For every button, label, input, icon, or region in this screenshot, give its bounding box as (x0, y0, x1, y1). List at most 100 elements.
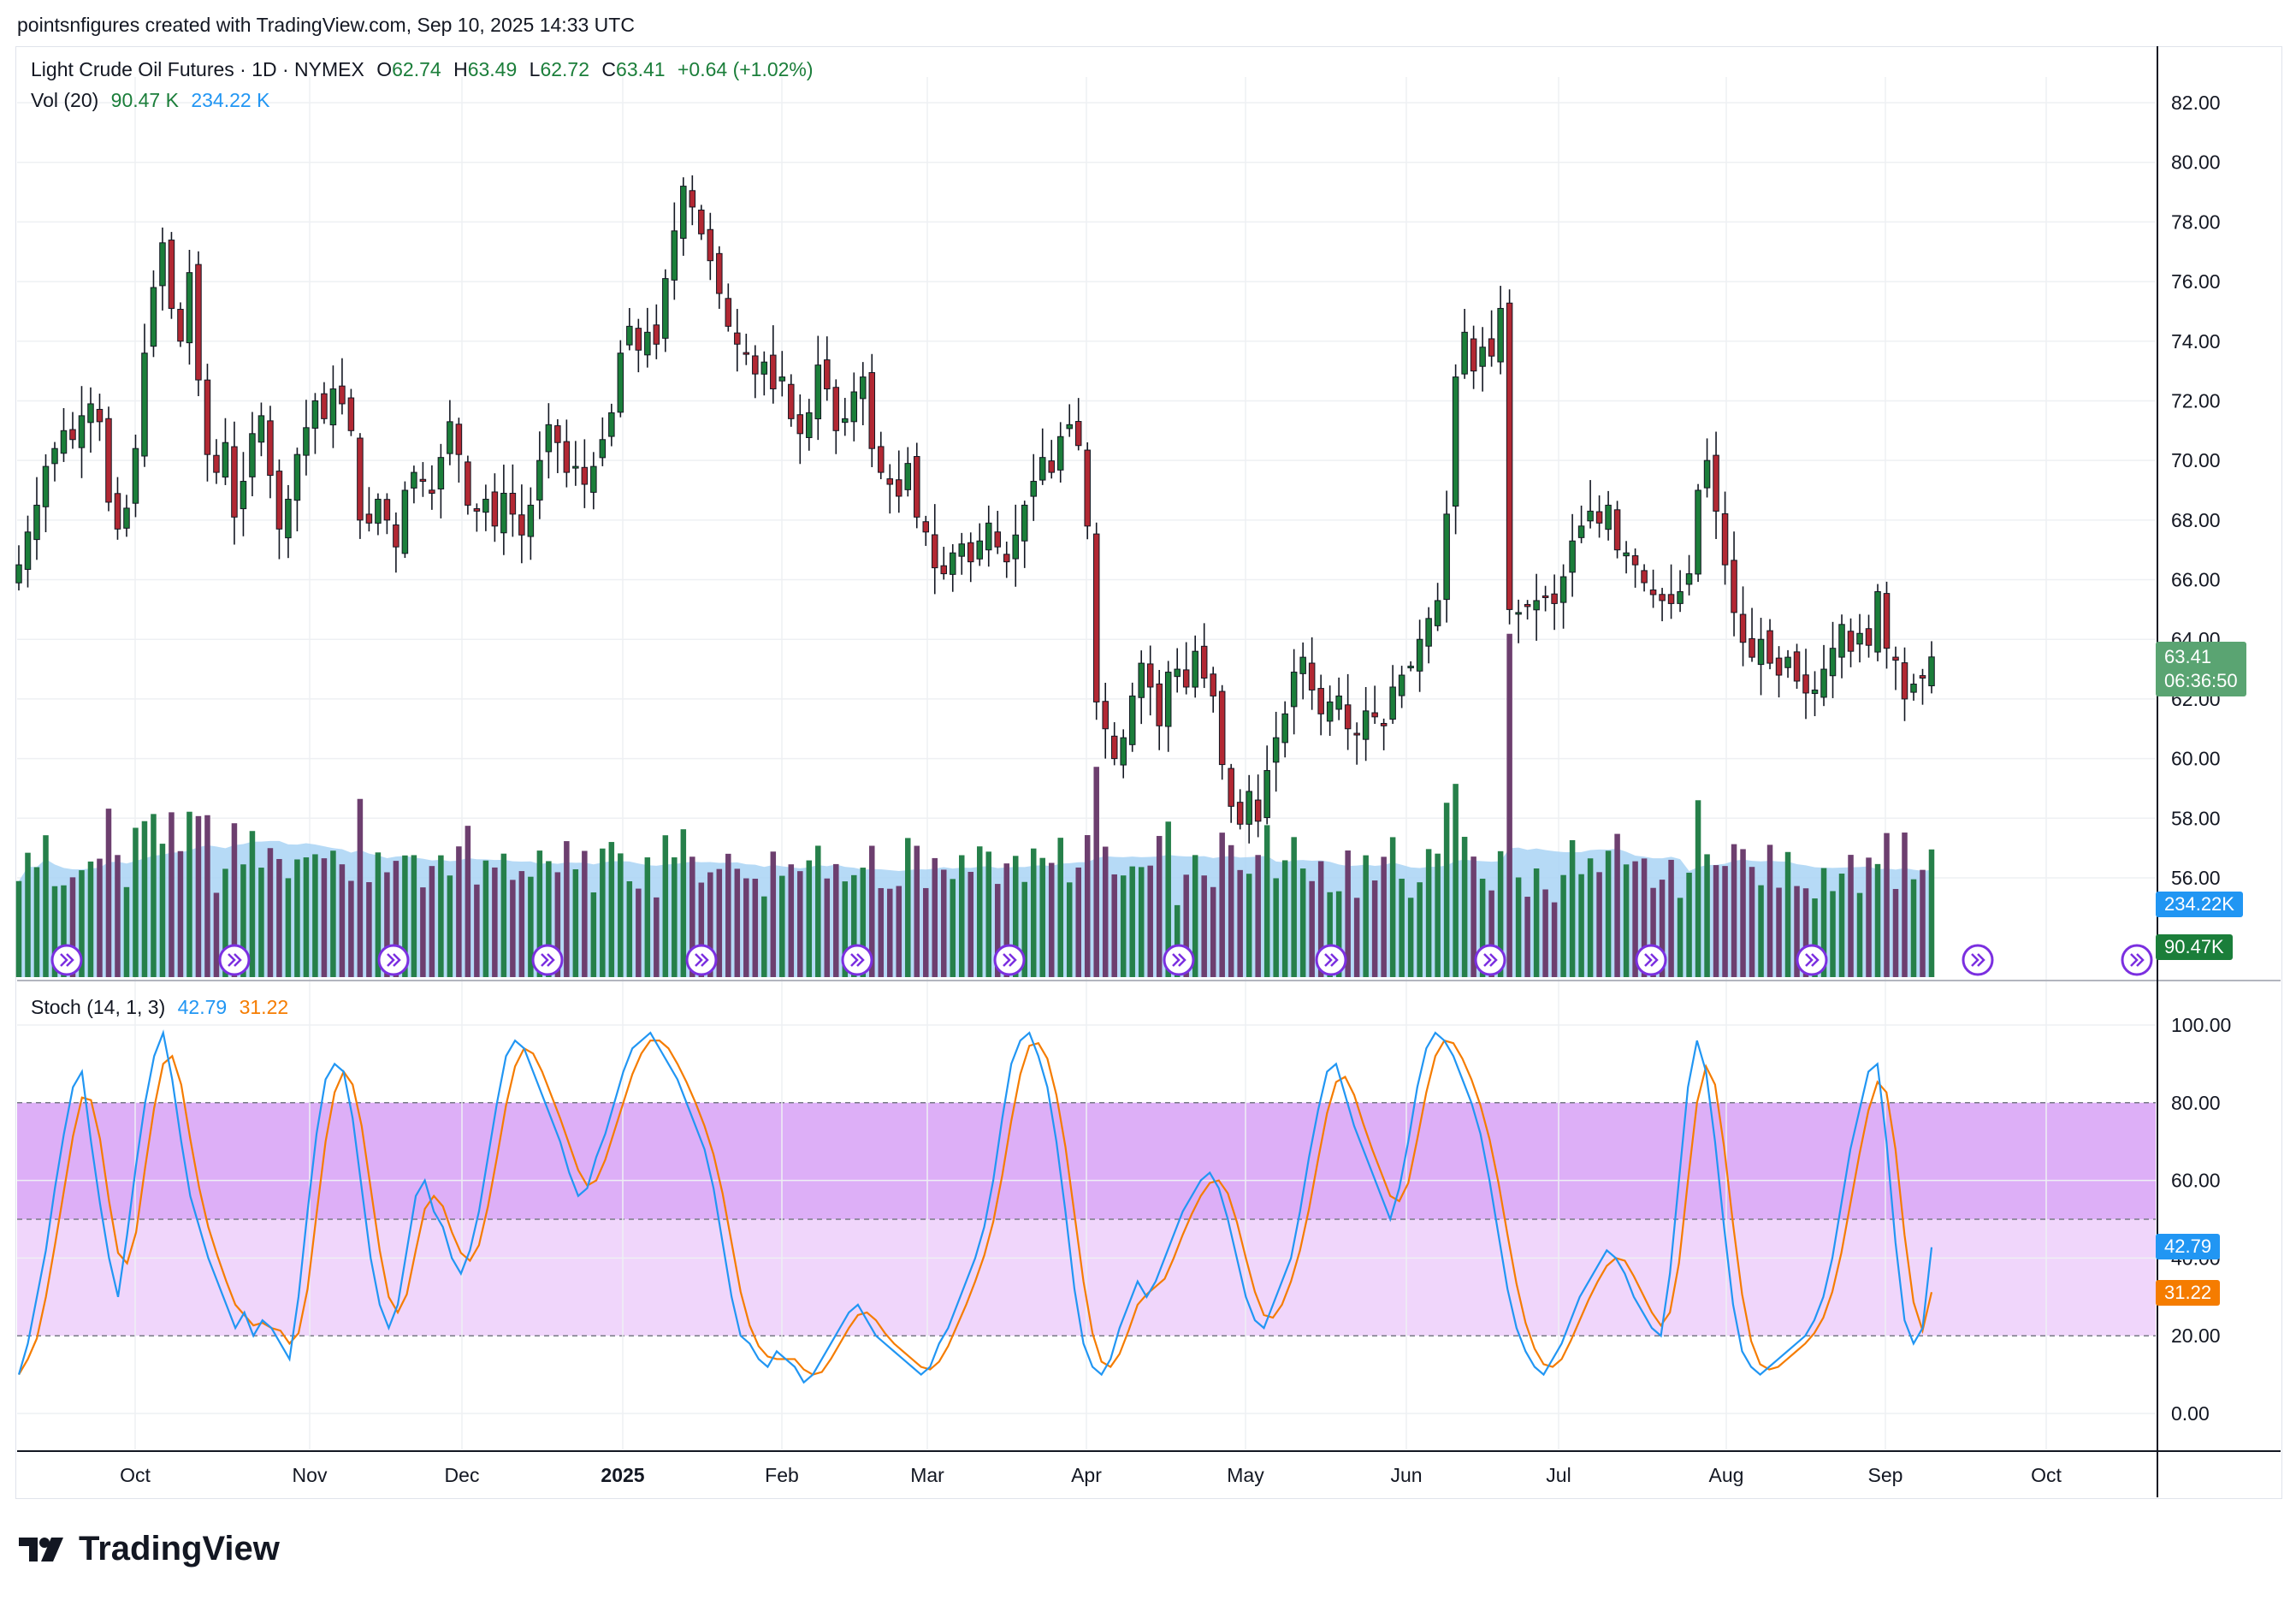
candle-body (339, 385, 346, 405)
volume-bar (518, 871, 525, 977)
tradingview-brand: TradingView (79, 1530, 280, 1567)
candle-body (626, 325, 633, 346)
volume-bar (123, 886, 130, 977)
candle-body (806, 412, 813, 438)
candle-body (1479, 347, 1486, 367)
candle-body (1739, 613, 1747, 643)
candle-body (1425, 618, 1432, 647)
volume-bar (896, 886, 902, 977)
candle-body (1613, 509, 1621, 551)
candle-body (1667, 594, 1675, 604)
candle-body (293, 453, 301, 501)
candle-body (1649, 589, 1657, 596)
candle-body (231, 446, 238, 518)
candle-body (1659, 594, 1666, 601)
candle-body (760, 361, 768, 375)
candle-body (967, 542, 974, 563)
candle-body (896, 479, 902, 497)
candle-body (1102, 701, 1109, 730)
volume-bar (1659, 880, 1666, 977)
last-price: 63.41 (2164, 646, 2212, 667)
volume-bar (1569, 839, 1576, 977)
candle-body (1766, 630, 1773, 664)
volume-bar (1838, 874, 1845, 977)
candle-body (1056, 436, 1064, 471)
candle-body (1533, 600, 1540, 611)
candle-body (78, 415, 86, 448)
tradingview-footer[interactable]: TradingView (19, 1530, 280, 1568)
bar-countdown: 06:36:50 (2164, 670, 2238, 691)
candle-body (1281, 713, 1288, 744)
candle-body (329, 388, 337, 426)
candle-body (671, 230, 678, 281)
candle-body (15, 564, 22, 584)
volume-bar (842, 881, 849, 977)
volume-bar (1874, 863, 1881, 977)
volume-bar (887, 888, 893, 977)
candle-body (617, 353, 624, 413)
volume-bar (618, 853, 624, 977)
volume-bar (1686, 872, 1692, 977)
volume-bar (61, 885, 67, 977)
volume-bar (1632, 861, 1638, 977)
volume-bar (258, 868, 264, 977)
high-label: H (453, 58, 468, 80)
event-marker-arrows (695, 953, 709, 967)
volume-bar (25, 852, 31, 977)
time-axis-tick: Oct (2031, 1464, 2062, 1486)
candle-body (796, 414, 804, 435)
volume-bar (79, 870, 85, 977)
candle-body (1811, 689, 1819, 695)
volume-bar (851, 874, 857, 977)
candle-body (1506, 302, 1513, 610)
candle-body (824, 359, 831, 390)
volume-bar (204, 815, 210, 977)
volume-bar (231, 823, 238, 977)
volume-bar (600, 848, 606, 977)
candle-body (743, 352, 750, 355)
candle-body (357, 437, 364, 521)
candle-body (842, 418, 849, 424)
event-marker-arrows (1483, 953, 1498, 967)
candle-body (1317, 688, 1324, 714)
volume-bar (438, 855, 444, 977)
volume-bar (492, 867, 498, 977)
candle-body (940, 565, 948, 575)
volume-bar (554, 872, 561, 977)
candle-body (1641, 570, 1648, 584)
volume-bar (1856, 892, 1863, 977)
volume-bar (1776, 887, 1782, 977)
volume-bar (1533, 868, 1540, 977)
candle-body (832, 387, 840, 431)
ohlc-open: O62.74 (376, 58, 441, 80)
ohlc-close: C63.41 (601, 58, 665, 80)
volume-bar (1407, 898, 1414, 977)
candle-body (868, 372, 876, 449)
candle-body (33, 504, 40, 541)
stoch-k-line (17, 1029, 1933, 1384)
volume-bar (662, 835, 669, 977)
event-marker-arrows (1172, 953, 1186, 967)
candle-body (1703, 459, 1711, 489)
volume-bar (1740, 849, 1746, 977)
volume-bar (1928, 849, 1935, 977)
candle-body (1138, 662, 1145, 698)
candle-body (1182, 669, 1190, 688)
volume-bar (572, 868, 579, 977)
candle-body (1074, 421, 1082, 447)
volume-bar (1802, 888, 1809, 977)
volume-bar (1910, 879, 1917, 977)
candle-body (1146, 663, 1154, 688)
volume-bar (51, 886, 58, 977)
candle-body (527, 504, 535, 537)
volume-bar (1623, 864, 1630, 977)
event-marker-arrows (60, 953, 74, 967)
volume-bar (1399, 878, 1405, 977)
volume-ma-value: 234.22 K (191, 89, 270, 111)
candle-body (976, 540, 984, 560)
event-marker-arrows (228, 953, 242, 967)
time-axis-tick: Jul (1546, 1464, 1571, 1486)
volume-bar (1497, 850, 1504, 977)
ohlc-high: H63.49 (453, 58, 517, 80)
candle-body (788, 383, 795, 419)
